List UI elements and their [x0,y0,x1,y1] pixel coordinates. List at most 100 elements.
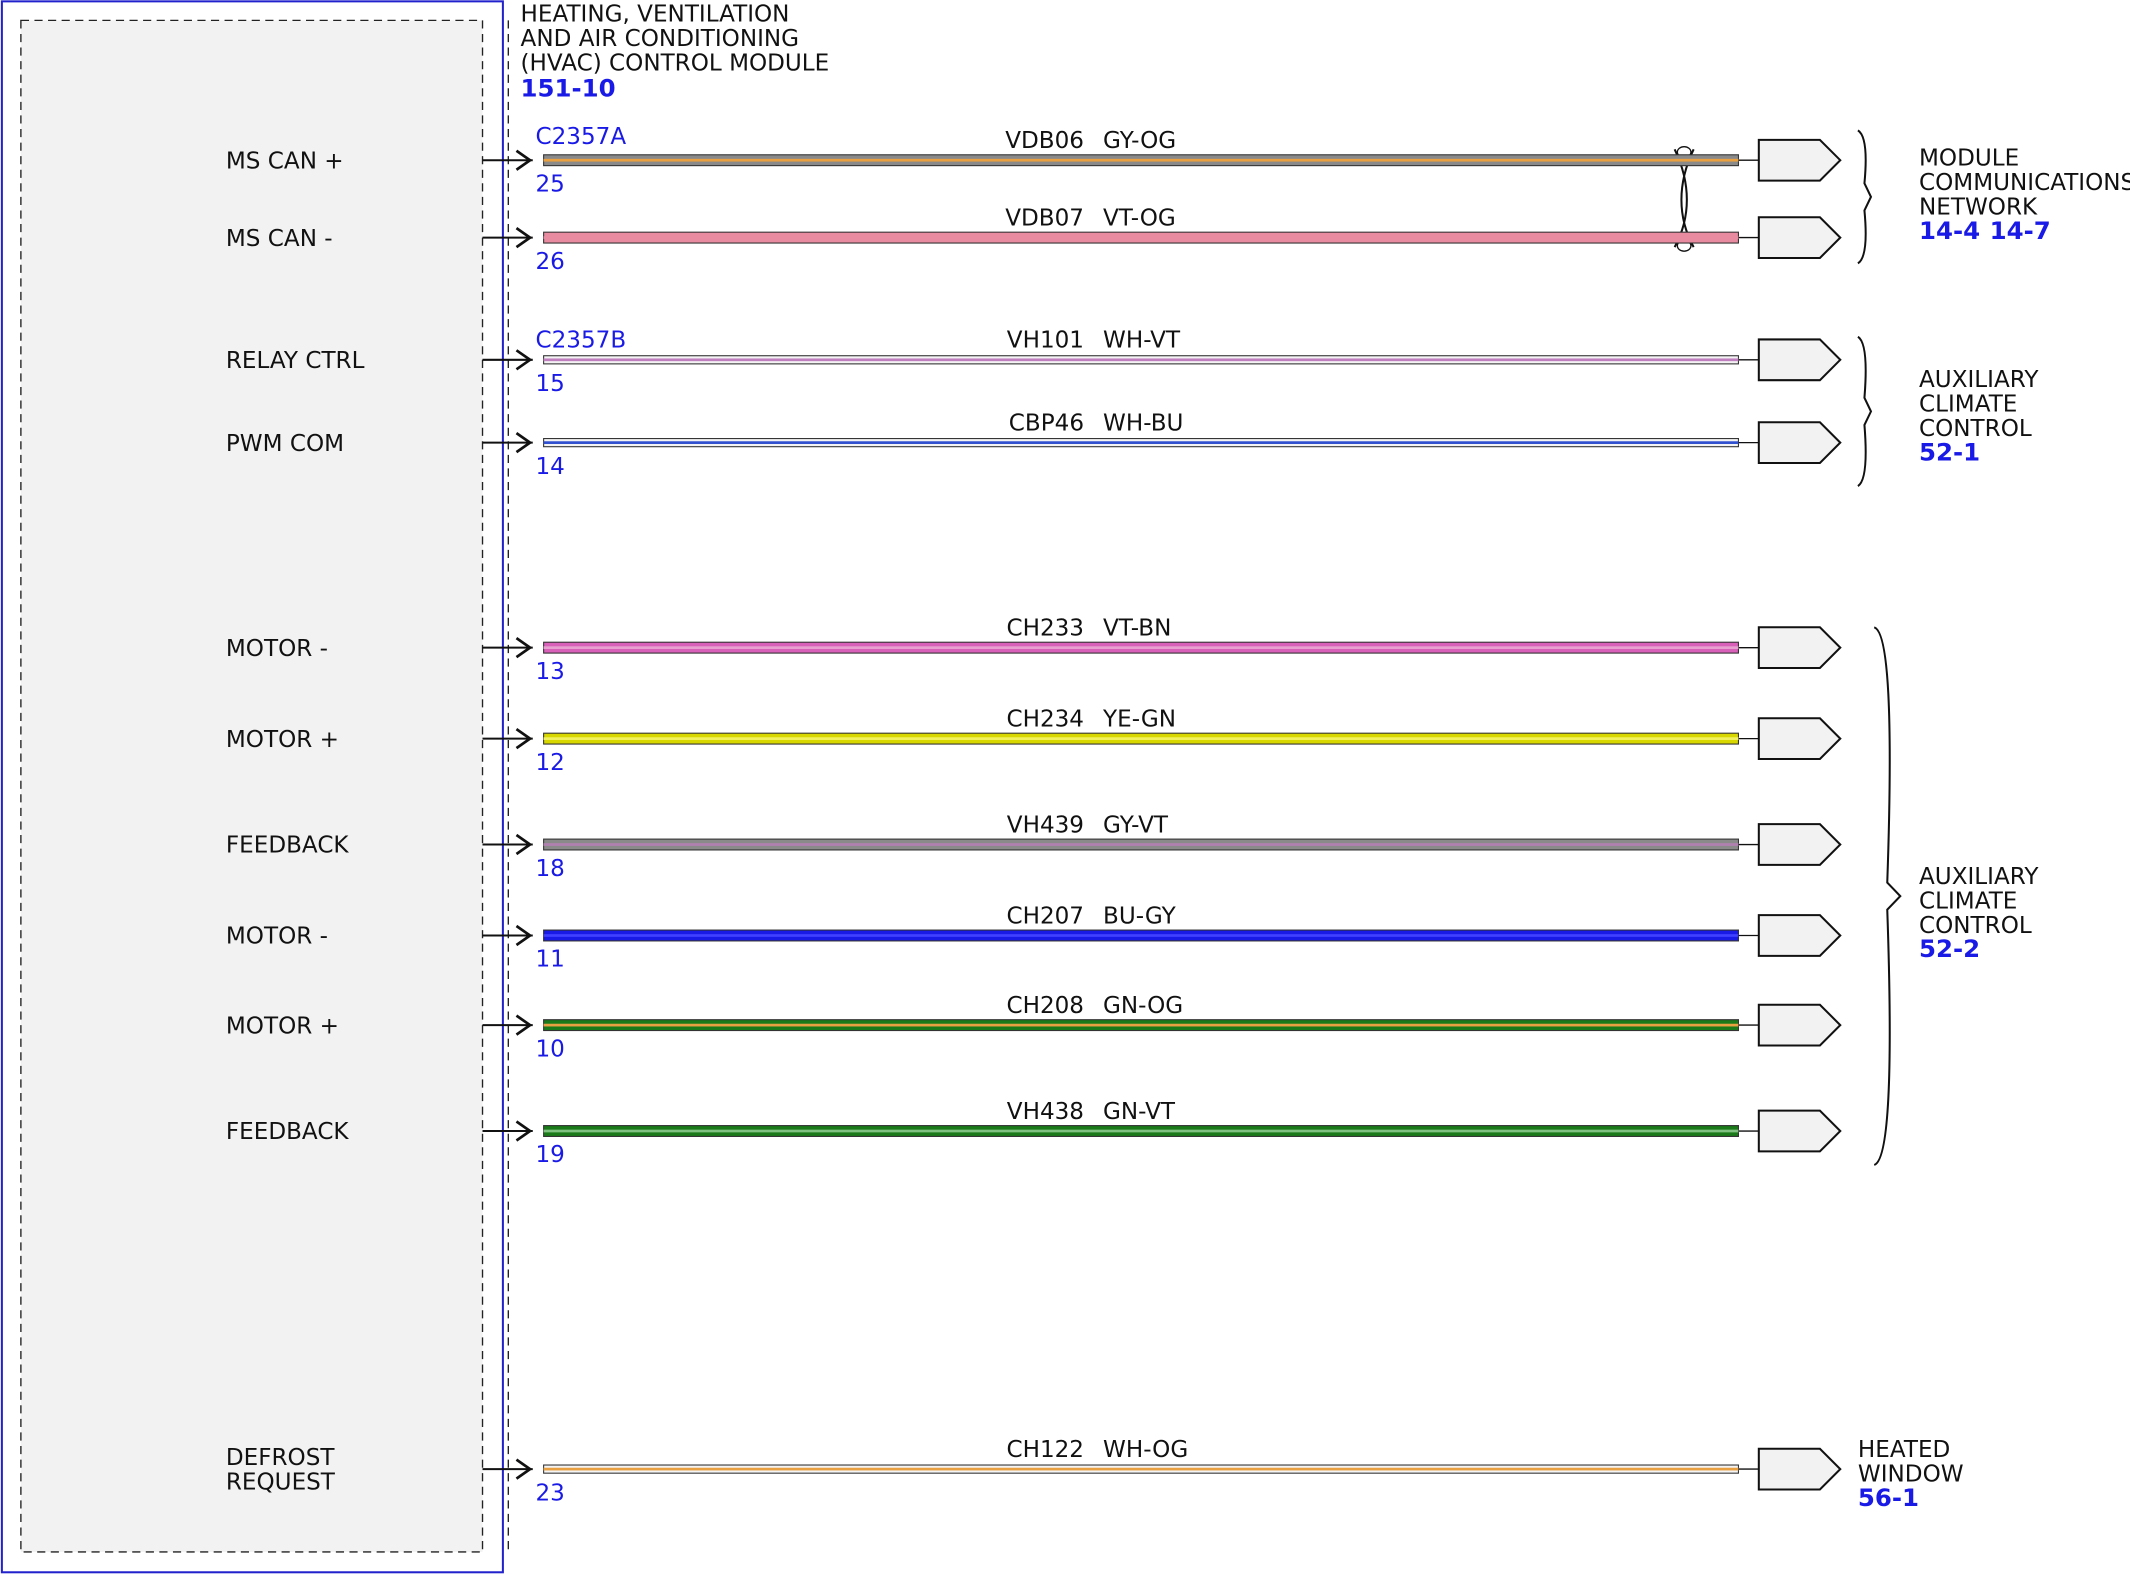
connector-arrow [1757,914,1842,957]
pin-arrow [515,349,533,371]
connector-arrow [1757,626,1842,670]
destination-label: AUXILIARY [1919,367,2039,393]
destination-label: MODULE [1919,146,2019,172]
module-title: (HVAC) CONTROL MODULE [521,51,830,77]
connector-arrow [1757,823,1842,866]
pin-number: 11 [535,947,564,973]
wire-color: GN-VT [1103,1099,1176,1125]
pin-number: 23 [535,1480,564,1506]
pin-function: DEFROST [226,1445,335,1471]
pin-function: MOTOR - [226,924,328,950]
wire-color: YE-GN [1102,706,1176,732]
circuit-id: CH233 [1006,615,1084,641]
destination-label: CLIMATE [1919,391,2017,417]
circuit-id: VDB07 [1005,205,1084,231]
pin-arrow [515,924,533,947]
destination-label: CONTROL [1919,416,2032,442]
circuit-id: VDB06 [1005,128,1084,154]
connector-arrow [1757,1003,1842,1047]
destination-label: CONTROL [1919,913,2032,939]
pin-arrow [515,432,533,454]
destination-ref: 52-1 [1919,437,1980,466]
destination-ref: 52-2 [1919,934,1980,963]
pin-number: 15 [535,371,564,397]
brace [1873,626,1902,1166]
wire-color: GY-OG [1103,128,1176,154]
pin-number: 14 [535,454,564,480]
wire-stripe [543,646,1739,650]
pin-function: MOTOR - [226,636,328,662]
pin-number: 25 [535,171,564,197]
wire-stripe [543,1023,1739,1027]
pin-function: FEEDBACK [226,1119,350,1145]
module-title: HEATING, VENTILATION [521,2,790,28]
wire-stripe [543,1467,1739,1471]
wire-color: GN-OG [1103,993,1183,1019]
connector-arrow [1757,138,1842,182]
pin-arrow [515,1458,533,1480]
pin-number: 18 [535,856,564,882]
wire-color: WH-OG [1103,1437,1188,1463]
circuit-id: CBP46 [1009,410,1084,436]
connector-arrow [1757,1109,1842,1153]
pin-function: RELAY CTRL [226,348,365,374]
connector-arrow [1757,421,1842,465]
pin-arrow [515,226,533,249]
connector-arrow [1757,338,1842,382]
destination-label: NETWORK [1919,195,2038,221]
wire-stripe [543,1129,1739,1133]
destination-label: AUXILIARY [1919,864,2039,890]
connector-id: C2357B [535,328,626,354]
connector-arrow [1757,717,1842,761]
pin-arrow [515,728,533,750]
pin-arrow [515,1120,533,1142]
connector-id: C2357A [535,124,626,150]
wire-stripe [543,934,1739,937]
destination-ref: 56-1 [1858,1483,1919,1512]
wire-color: VT-BN [1103,615,1171,641]
pin-number: 12 [535,750,564,776]
destination-label: HEATED [1858,1437,1950,1463]
pin-function: MOTOR + [226,1013,339,1039]
pin-function: MS CAN + [226,148,344,174]
module-title: AND AIR CONDITIONING [521,26,800,52]
pin-arrow [515,833,533,856]
wire-stripe [543,236,1739,239]
wire-stripe [543,358,1739,362]
wire-color: WH-BU [1103,410,1183,436]
pin-function: REQUEST [226,1469,336,1495]
circuit-id: VH439 [1007,812,1084,838]
circuit-id: VH101 [1007,328,1084,354]
connector-arrow [1757,1447,1842,1491]
module-ref: 151-10 [521,73,616,102]
destination-label: WINDOW [1858,1461,1964,1487]
circuit-id: CH234 [1006,706,1084,732]
destination-ref: 14-4 [1919,216,1980,245]
destination-ref: 14-7 [1990,216,2051,245]
wire-color: BU-GY [1103,903,1177,929]
pin-number: 10 [535,1036,564,1062]
wire-stripe [543,843,1739,846]
pin-arrow [515,1014,533,1036]
circuit-id: CH208 [1006,993,1084,1019]
pin-function: FEEDBACK [226,833,350,859]
wire-color: GY-VT [1103,812,1169,838]
pin-number: 19 [535,1142,564,1168]
wire-color: WH-VT [1103,328,1181,354]
pin-function: PWM COM [226,431,344,457]
pin-number: 26 [535,249,564,275]
wire-color: VT-OG [1103,205,1176,231]
wire-stripe [543,441,1739,444]
pin-function: MOTOR + [226,727,339,753]
pin-function: MS CAN - [226,226,333,252]
module-body [20,19,484,1553]
pin-number: 13 [535,659,564,685]
wire-stripe [543,158,1739,162]
connector-arrow [1757,216,1842,259]
circuit-id: VH438 [1007,1099,1084,1125]
brace [1857,335,1873,487]
brace [1857,129,1873,265]
wire-stripe [543,737,1739,740]
